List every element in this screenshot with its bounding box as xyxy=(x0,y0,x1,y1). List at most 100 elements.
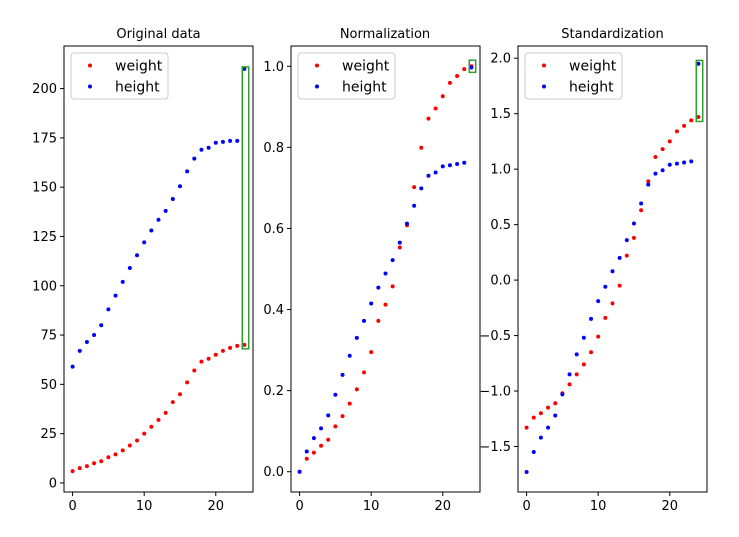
data-point-weight xyxy=(383,302,388,307)
x-tick-label: 20 xyxy=(434,499,451,514)
data-point-height xyxy=(77,348,82,353)
data-point-weight xyxy=(397,245,402,250)
y-tick-label: 0 xyxy=(49,476,57,491)
data-point-weight xyxy=(99,459,104,464)
data-point-weight xyxy=(127,443,132,448)
data-point-weight xyxy=(553,401,558,406)
data-point-height xyxy=(311,436,316,441)
data-point-height xyxy=(560,392,565,397)
data-point-weight xyxy=(369,350,374,355)
data-point-weight xyxy=(77,466,82,471)
data-point-height xyxy=(99,323,104,328)
subplot-standardization: Standardization 0 10 20 −1.5 −1.0 −0.5 0.0 0.5 1… xyxy=(479,27,708,514)
axes-frame xyxy=(517,45,708,493)
data-point-height xyxy=(581,335,586,340)
data-point-height xyxy=(235,138,240,143)
y-tick-label: 1.0 xyxy=(490,163,511,178)
data-point-height xyxy=(156,217,161,222)
y-tick-label: 0.0 xyxy=(490,274,511,289)
data-point-height xyxy=(185,169,190,174)
data-point-weight xyxy=(177,392,182,397)
x-tick-label: 0 xyxy=(522,499,530,514)
data-point-weight xyxy=(311,450,316,455)
y-tick-label: 0.6 xyxy=(263,222,284,237)
y-tick-label: −0.5 xyxy=(479,329,511,344)
y-tick-label: 0.2 xyxy=(263,384,284,399)
data-point-height xyxy=(646,182,651,187)
y-tick-label: 125 xyxy=(32,230,57,245)
legend-marker-weight xyxy=(88,63,92,68)
data-point-height xyxy=(419,186,424,191)
data-point-weight xyxy=(199,359,204,364)
data-point-weight xyxy=(149,424,154,429)
x-tick-label: 10 xyxy=(363,499,380,514)
y-tick-label: 1.0 xyxy=(263,60,284,75)
data-point-height xyxy=(553,413,558,418)
series-weight xyxy=(297,64,474,474)
data-point-height xyxy=(462,160,467,165)
data-point-weight xyxy=(362,370,367,375)
data-point-weight xyxy=(546,405,551,410)
data-point-height xyxy=(433,170,438,175)
data-point-height xyxy=(567,372,572,377)
legend-label-height: height xyxy=(342,80,387,96)
legend-marker-weight xyxy=(542,63,546,68)
data-point-weight xyxy=(376,318,381,323)
data-point-weight xyxy=(574,372,579,377)
data-point-height xyxy=(297,469,302,474)
data-point-weight xyxy=(163,410,168,415)
highlight-box xyxy=(468,59,477,74)
data-point-height xyxy=(412,203,417,208)
data-point-height xyxy=(574,352,579,357)
data-point-height xyxy=(447,163,452,168)
data-point-weight xyxy=(674,129,679,134)
data-point-height xyxy=(538,435,543,440)
y-tick-label: 0.4 xyxy=(263,303,284,318)
data-point-height xyxy=(689,159,694,164)
data-point-weight xyxy=(646,179,651,184)
data-point-height xyxy=(135,253,140,258)
legend-box xyxy=(297,52,396,100)
data-point-weight xyxy=(433,106,438,111)
y-tick-label: 175 xyxy=(32,131,57,146)
x-tick-label: 0 xyxy=(295,499,303,514)
data-point-weight xyxy=(142,431,147,436)
data-point-height xyxy=(177,184,182,189)
data-point-weight xyxy=(631,235,636,240)
legend-label-weight: weight xyxy=(342,59,390,75)
data-point-weight xyxy=(660,147,665,152)
legend: weight height xyxy=(524,52,623,100)
data-point-height xyxy=(354,335,359,340)
data-point-height xyxy=(333,392,338,397)
data-point-height xyxy=(304,449,309,454)
data-point-weight xyxy=(354,387,359,392)
axes-frame xyxy=(290,45,481,493)
data-point-height xyxy=(84,339,89,344)
legend: weight height xyxy=(297,52,396,100)
data-point-height xyxy=(404,221,409,226)
data-point-height xyxy=(326,413,331,418)
y-tick-label: −1.5 xyxy=(479,440,511,455)
data-point-height xyxy=(674,161,679,166)
legend-marker-height xyxy=(315,84,319,89)
data-point-weight xyxy=(235,343,240,348)
data-point-weight xyxy=(319,443,324,448)
data-point-weight xyxy=(340,414,345,419)
data-point-height xyxy=(199,147,204,152)
y-tick-label: −1.0 xyxy=(479,385,511,400)
legend-box xyxy=(524,52,623,100)
data-point-weight xyxy=(531,415,536,420)
data-point-height xyxy=(603,284,608,289)
data-point-weight xyxy=(426,116,431,121)
data-point-height xyxy=(362,318,367,323)
data-point-height xyxy=(546,425,551,430)
x-tick-label: 10 xyxy=(590,499,607,514)
data-point-weight xyxy=(617,283,622,288)
data-point-weight xyxy=(682,123,687,128)
data-point-weight xyxy=(70,469,75,474)
data-point-weight xyxy=(596,334,601,339)
data-point-weight xyxy=(185,380,190,385)
data-point-height xyxy=(70,364,75,369)
y-tick-label: 0.5 xyxy=(490,218,511,233)
legend-label-weight: weight xyxy=(569,59,617,75)
